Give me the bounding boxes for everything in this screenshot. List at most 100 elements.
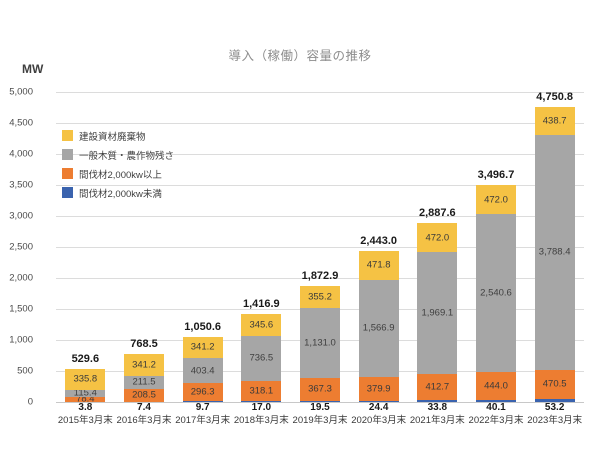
y-axis-tick-label: 4,500 [9, 117, 33, 129]
gridline [56, 123, 584, 124]
bar-segment[interactable] [182, 358, 223, 384]
bar-total-label: 768.5 [130, 338, 158, 351]
bar-segment[interactable] [124, 388, 164, 402]
bar-segment[interactable] [241, 335, 282, 382]
bar-column[interactable]: 470.5 3,788.4 438.7 4,750.8 [534, 91, 575, 402]
bar-segment[interactable] [124, 401, 164, 402]
bar-segment[interactable] [65, 389, 106, 397]
legend-item[interactable]: 一般木質・農作物残さ [62, 145, 212, 164]
y-axis-tick-label: 2,000 [9, 272, 33, 284]
x-axis-tick: 19.5 2019年3月末 [289, 402, 351, 427]
bar-segment[interactable] [65, 396, 106, 402]
x-axis-tick: 17.0 2018年3月末 [230, 402, 292, 427]
y-axis-tick-label: 4,000 [9, 148, 33, 160]
bar-segment[interactable] [358, 400, 399, 402]
legend-item-label: 間伐材2,000kw未満 [79, 188, 162, 200]
legend-item-label: 間伐材2,000kw以上 [79, 169, 162, 181]
gridline [56, 92, 584, 93]
bar-segment[interactable] [65, 368, 106, 390]
bar-total-label: 1,872.9 [301, 269, 339, 282]
bar-column[interactable]: 379.9 1,566.9 471.8 2,443.0 [358, 92, 399, 402]
bar-column[interactable]: 412.7 1,969.1 472.0 2,887.6 [417, 92, 458, 402]
bar-segment-value-label-blue: 3.8 [78, 402, 93, 413]
bar-segment[interactable] [124, 375, 164, 389]
bar-segment[interactable] [534, 398, 575, 402]
bar-segment-value-label-blue: 7.4 [137, 402, 151, 413]
bar-segment[interactable] [417, 374, 458, 400]
legend-item-label: 建設資材廃棄物 [79, 131, 146, 143]
legend-item[interactable]: 間伐材2,000kw未満 [62, 183, 212, 202]
bar-segment[interactable] [300, 400, 340, 402]
x-axis-tick: 33.8 2021年3月末 [406, 402, 468, 427]
bar-segment-value-label-blue: 17.0 [251, 402, 272, 413]
bar-segment[interactable] [182, 383, 223, 402]
bar-segment[interactable] [182, 401, 223, 402]
legend-swatch-icon [62, 130, 73, 141]
x-axis-category-label: 2020年3月末 [351, 415, 407, 426]
bar-segment-value-label-blue: 53.2 [544, 402, 565, 413]
bar-column[interactable]: 318.1 736.5 345.6 1,416.9 [241, 92, 282, 402]
y-axis-tick-label: 2,500 [9, 241, 33, 253]
x-axis-category-label: 2022年3月末 [468, 415, 524, 426]
y-axis-tick-label: 5,000 [9, 86, 33, 98]
legend-item[interactable]: 間伐材2,000kw以上 [62, 164, 212, 183]
x-axis-tick: 9.7 2017年3月末 [172, 402, 234, 427]
bar-segment[interactable] [241, 381, 282, 401]
bar-segment[interactable] [358, 250, 399, 280]
gridline [56, 216, 584, 217]
bar-segment[interactable] [476, 214, 516, 372]
x-axis-tick: 3.8 2015年3月末 [54, 402, 116, 427]
x-axis-category-label: 2016年3月末 [116, 415, 172, 426]
bar-segment[interactable] [182, 336, 223, 359]
bar-segment[interactable] [300, 307, 340, 379]
y-axis-tick-label: 0 [27, 396, 33, 408]
legend-item[interactable]: 建設資材廃棄物 [62, 126, 212, 145]
bar-segment[interactable] [241, 314, 282, 336]
bar-total-label: 4,750.8 [536, 91, 573, 104]
x-axis-category-label: 2018年3月末 [233, 415, 289, 426]
y-axis-unit-label: MW [22, 62, 44, 76]
x-axis-tick: 24.4 2020年3月末 [348, 402, 410, 427]
x-axis-tick: 40.1 2022年3月末 [465, 402, 527, 427]
x-axis-tick: 7.4 2016年3月末 [113, 402, 175, 427]
bar-segment[interactable] [358, 376, 399, 401]
x-axis-labels: 3.8 2015年3月末 7.4 2016年3月末 9.7 2017年3月末 17.0 201… [56, 402, 584, 442]
x-axis-category-label: 2019年3月末 [292, 415, 348, 426]
bar-segment[interactable] [534, 107, 575, 135]
bar-column[interactable]: 444.0 2,540.6 472.0 3,496.7 [476, 92, 516, 402]
bar-segment[interactable] [300, 378, 340, 401]
y-axis-tick-label: 500 [17, 365, 33, 377]
bar-segment[interactable] [300, 285, 340, 308]
y-axis-tick-label: 1,500 [9, 303, 33, 315]
bar-segment-value-label-blue: 19.5 [310, 402, 330, 413]
x-axis-category-label: 2021年3月末 [409, 415, 465, 426]
gridline [56, 185, 584, 186]
bar-segment[interactable] [476, 399, 516, 402]
gridline [56, 154, 584, 155]
bar-total-label: 529.6 [71, 352, 100, 365]
x-axis-category-label: 2023年3月末 [527, 415, 583, 426]
bar-segment[interactable] [534, 134, 575, 370]
bar-segment-value-label-blue: 9.7 [195, 402, 210, 413]
bar-segment[interactable] [476, 185, 516, 215]
bar-segment[interactable] [417, 222, 458, 253]
bar-total-label: 3,496.7 [477, 169, 515, 182]
bar-segment[interactable] [476, 372, 516, 400]
bar-segment[interactable] [534, 369, 575, 399]
y-axis-tick-label: 3,000 [9, 210, 33, 222]
bar-segment-value-label-blue: 33.8 [427, 402, 448, 413]
y-axis-tick-label: 3,500 [9, 179, 33, 191]
bar-segment[interactable] [358, 279, 399, 377]
bar-segment[interactable] [241, 400, 282, 402]
chart-title: 導入（稼働）容量の推移 [228, 49, 372, 63]
bar-segment[interactable] [124, 354, 164, 376]
bar-segment[interactable] [417, 399, 458, 402]
gridline [56, 402, 584, 403]
legend-swatch-icon [62, 168, 73, 179]
bar-segment[interactable] [417, 252, 458, 375]
bar-column[interactable]: 367.3 1,131.0 355.2 1,872.9 [300, 92, 340, 402]
y-axis-tick-label: 1,000 [9, 334, 33, 346]
x-axis-category-label: 2015年3月末 [57, 415, 113, 426]
legend-item-label: 一般木質・農作物残さ [79, 150, 175, 162]
